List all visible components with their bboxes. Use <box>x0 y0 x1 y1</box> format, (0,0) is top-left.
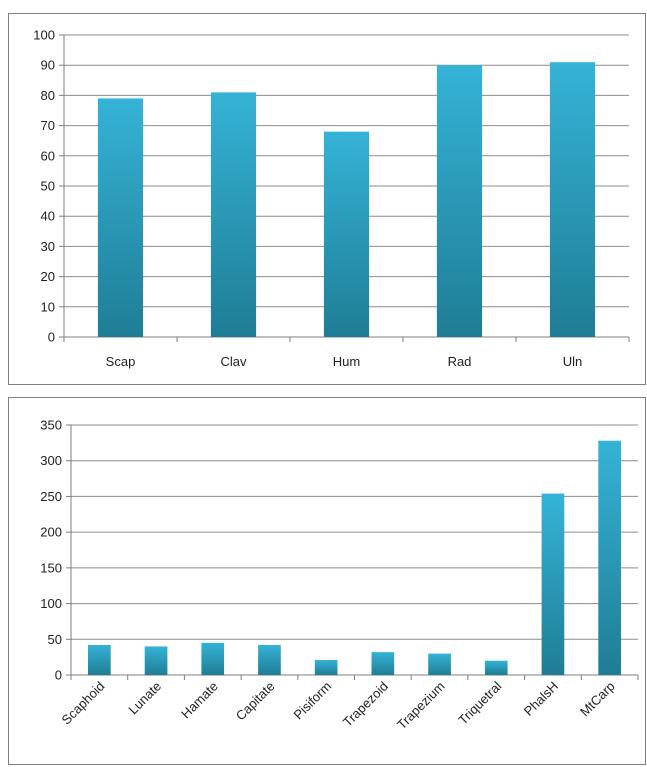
x-tick-label: Capitate <box>233 679 278 724</box>
bar-hamate <box>201 642 225 675</box>
y-tick-label: 60 <box>41 148 55 163</box>
bar-phalsh <box>541 493 565 675</box>
bar-capitate <box>258 645 281 675</box>
bone-chart-bottom: 0 50 100 150 200 250 300 350 Scaphoid Lunate Hamat… <box>40 418 639 733</box>
x-tick-label: Rad <box>448 354 472 369</box>
x-tick-label: Scaphoid <box>59 679 108 728</box>
bar-scap <box>97 98 144 337</box>
y-tick-label: 80 <box>41 88 55 103</box>
bar-uln <box>549 62 596 338</box>
bar-scaphoid <box>88 645 111 675</box>
y-tick-label: 50 <box>48 632 62 647</box>
y-tick-label: 150 <box>40 560 62 575</box>
x-tick-label: Hum <box>333 354 360 369</box>
y-tick-label: 300 <box>40 453 62 468</box>
y-tick-label: 90 <box>41 58 55 73</box>
x-tick-label: Hamate <box>178 679 221 722</box>
y-tick-label: 40 <box>41 209 55 224</box>
chart-panel-top: 0 10 20 30 40 50 60 70 80 90 100 Scap Clav Hum Rad Uln <box>8 13 646 385</box>
x-tick-label: Trapezoid <box>340 679 391 730</box>
y-tick-label: 20 <box>41 269 55 284</box>
y-tick-label: 30 <box>41 239 55 254</box>
bar-rad <box>436 65 483 337</box>
bar-trapezoid <box>371 652 395 675</box>
y-tick-label: 100 <box>33 28 55 43</box>
bar-pisiform <box>314 660 338 675</box>
bar-trapezium <box>428 653 451 675</box>
bar-clav <box>210 92 257 337</box>
y-tick-label: 200 <box>40 525 62 540</box>
x-tick-label: Clav <box>220 354 247 369</box>
y-tick-label: 0 <box>48 330 55 345</box>
x-tick-label: Uln <box>563 354 583 369</box>
bar-hum <box>323 131 370 337</box>
x-tick-label: Pisiform <box>290 679 334 723</box>
y-tick-label: 0 <box>55 668 62 683</box>
bar-lunate <box>144 646 168 675</box>
y-tick-label: 10 <box>41 299 55 314</box>
bone-chart-top: 0 10 20 30 40 50 60 70 80 90 100 Scap Clav Hum Rad Uln <box>33 28 630 369</box>
x-tick-label: Scap <box>106 354 136 369</box>
y-tick-label: 50 <box>41 179 55 194</box>
bar-mtcarp <box>598 440 621 675</box>
y-tick-label: 100 <box>40 596 62 611</box>
chart-panel-bottom: 0 50 100 150 200 250 300 350 Scaphoid Lunate Hamat… <box>8 397 646 765</box>
y-tick-label: 70 <box>41 118 55 133</box>
x-tick-label: Trapezium <box>394 679 448 733</box>
bar-triquetral <box>484 660 508 675</box>
x-tick-label: Triquetral <box>455 678 504 727</box>
x-tick-label: PhalsH <box>521 679 561 719</box>
x-tick-label: Lunate <box>125 679 164 718</box>
y-tick-label: 250 <box>40 489 62 504</box>
y-tick-label: 350 <box>40 418 62 433</box>
x-tick-label: MtCarp <box>577 679 618 720</box>
